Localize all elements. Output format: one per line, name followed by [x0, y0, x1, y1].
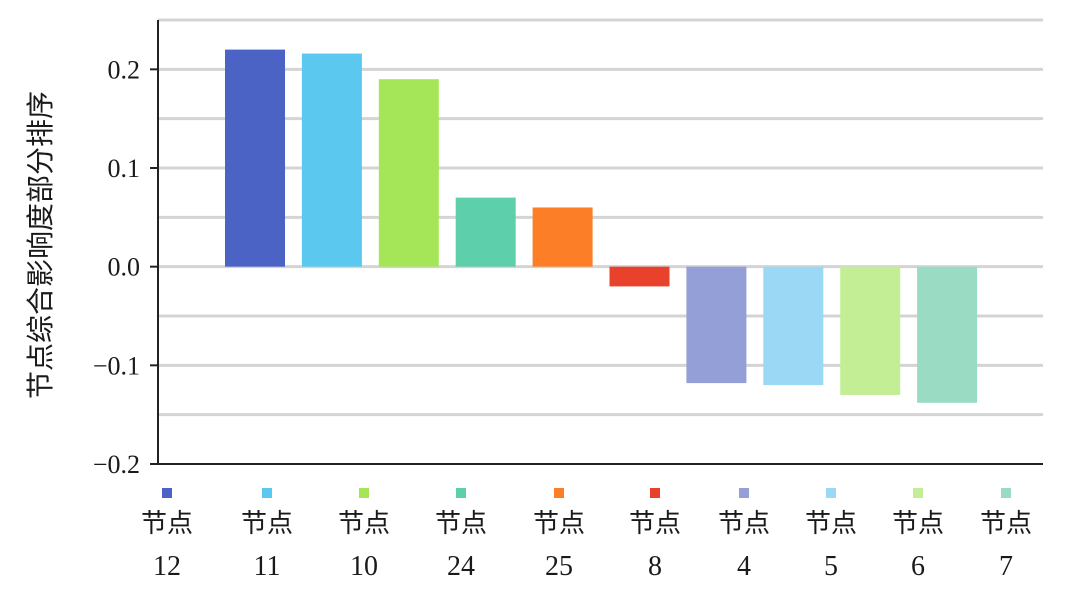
- y-tick-label: 0.2: [108, 55, 141, 84]
- legend-item-node-6: 节点 6: [892, 488, 944, 582]
- legend-label-id: 10: [350, 551, 378, 582]
- bar-node-11: [301, 53, 362, 267]
- legend-swatch: [162, 488, 172, 498]
- legend-label-id: 11: [254, 551, 281, 582]
- bar-node-7: [917, 266, 978, 403]
- legend-item-node-24: 节点 24: [435, 488, 487, 582]
- bar-node-25: [532, 207, 593, 267]
- legend-label-prefix: 节点: [435, 509, 487, 539]
- bar-node-8: [609, 266, 670, 287]
- legend-label-id: 7: [999, 551, 1013, 582]
- legend-label-id: 5: [824, 551, 838, 582]
- legend-item-node-7: 节点 7: [980, 488, 1032, 582]
- legend-label-id: 12: [153, 551, 181, 582]
- legend-item-node-12: 节点 12: [141, 488, 193, 582]
- legend-label-id: 8: [648, 551, 662, 582]
- legend-swatch: [456, 488, 466, 498]
- legend-item-node-25: 节点 25: [533, 488, 585, 582]
- gridlines: [158, 18, 1043, 417]
- legend-swatch: [554, 488, 564, 498]
- legend-label-prefix: 节点: [141, 509, 193, 539]
- legend-item-node-5: 节点 5: [805, 488, 857, 582]
- legend-label-id: 4: [737, 551, 751, 582]
- legend-label-prefix: 节点: [629, 509, 681, 539]
- legend-label-prefix: 节点: [805, 509, 857, 539]
- legend-swatch: [359, 488, 369, 498]
- legend-label-prefix: 节点: [718, 509, 770, 539]
- bar-node-10: [378, 79, 439, 267]
- y-tick-label: −0.1: [93, 351, 140, 380]
- bars: [225, 49, 978, 403]
- bar-node-5: [763, 266, 824, 386]
- legend-item-node-10: 节点 10: [338, 488, 390, 582]
- y-tick-label: 0.0: [108, 253, 141, 282]
- legend-swatch: [913, 488, 923, 498]
- legend-swatch: [262, 488, 272, 498]
- legend-swatch: [1001, 488, 1011, 498]
- legend-label-id: 24: [447, 551, 475, 582]
- legend-swatch: [650, 488, 660, 498]
- y-axis-title: 节点综合影响度部分排序: [24, 91, 57, 399]
- y-tick-label: 0.1: [108, 154, 141, 183]
- legend-item-node-8: 节点 8: [629, 488, 681, 582]
- legend-item-node-4: 节点 4: [718, 488, 770, 582]
- legend-label-id: 6: [911, 551, 925, 582]
- bar-node-12: [225, 49, 285, 267]
- legend-swatch: [826, 488, 836, 498]
- legend-label-prefix: 节点: [533, 509, 585, 539]
- legend-label-prefix: 节点: [338, 509, 390, 539]
- y-tick-labels: 0.2 0.1 0.0 −0.1 −0.2: [93, 55, 158, 479]
- category-legend: 节点 12 节点 11 节点 10 节点 24 节点 25 节点 8 节点 4 节点 5 节点 6 节点 7: [141, 488, 1032, 582]
- bar-node-24: [455, 197, 516, 267]
- legend-swatch: [739, 488, 749, 498]
- bar-node-6: [840, 266, 901, 395]
- legend-item-node-11: 节点 11: [241, 488, 293, 582]
- legend-label-prefix: 节点: [241, 509, 293, 539]
- legend-label-id: 25: [545, 551, 573, 582]
- y-tick-label: −0.2: [93, 450, 140, 479]
- legend-label-prefix: 节点: [980, 509, 1032, 539]
- legend-label-prefix: 节点: [892, 509, 944, 539]
- bar-node-4: [686, 266, 747, 384]
